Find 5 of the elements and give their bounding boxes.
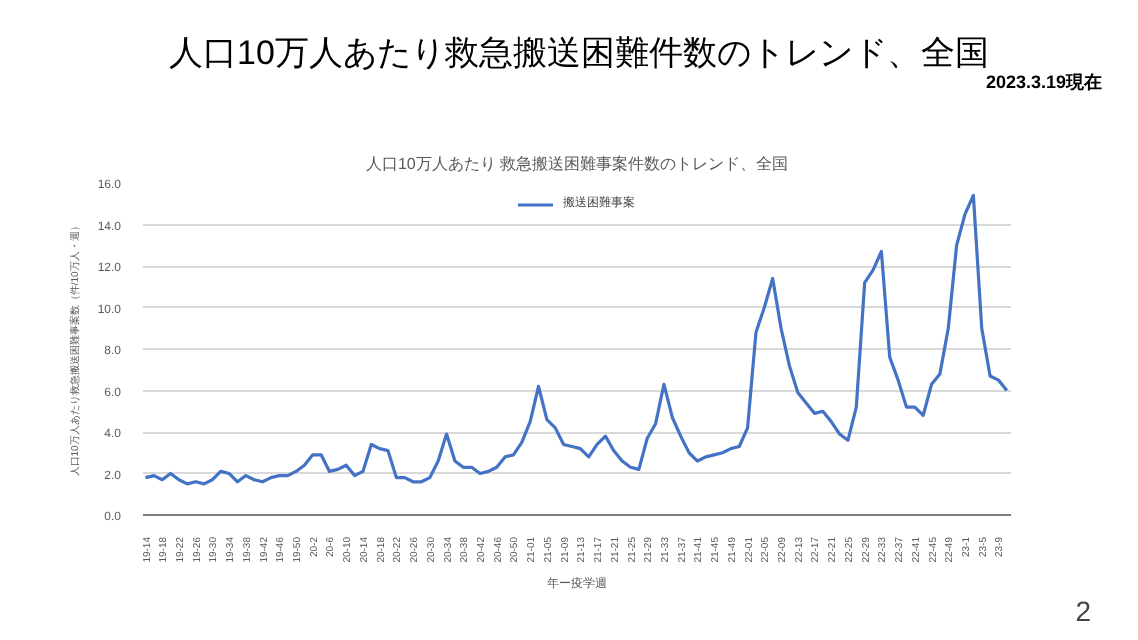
- line-series: [143, 193, 1009, 486]
- text: 2: [1075, 595, 1092, 627]
- chart-subtitle: 人口10万人あたり 救急搬送困難事案件数のトレンド、全国: [365, 155, 789, 173]
- text: 2023.3.19現在: [986, 70, 1103, 96]
- chart-title: 人口10万人あたり救急搬送困難件数のトレンド、全国: [167, 32, 991, 74]
